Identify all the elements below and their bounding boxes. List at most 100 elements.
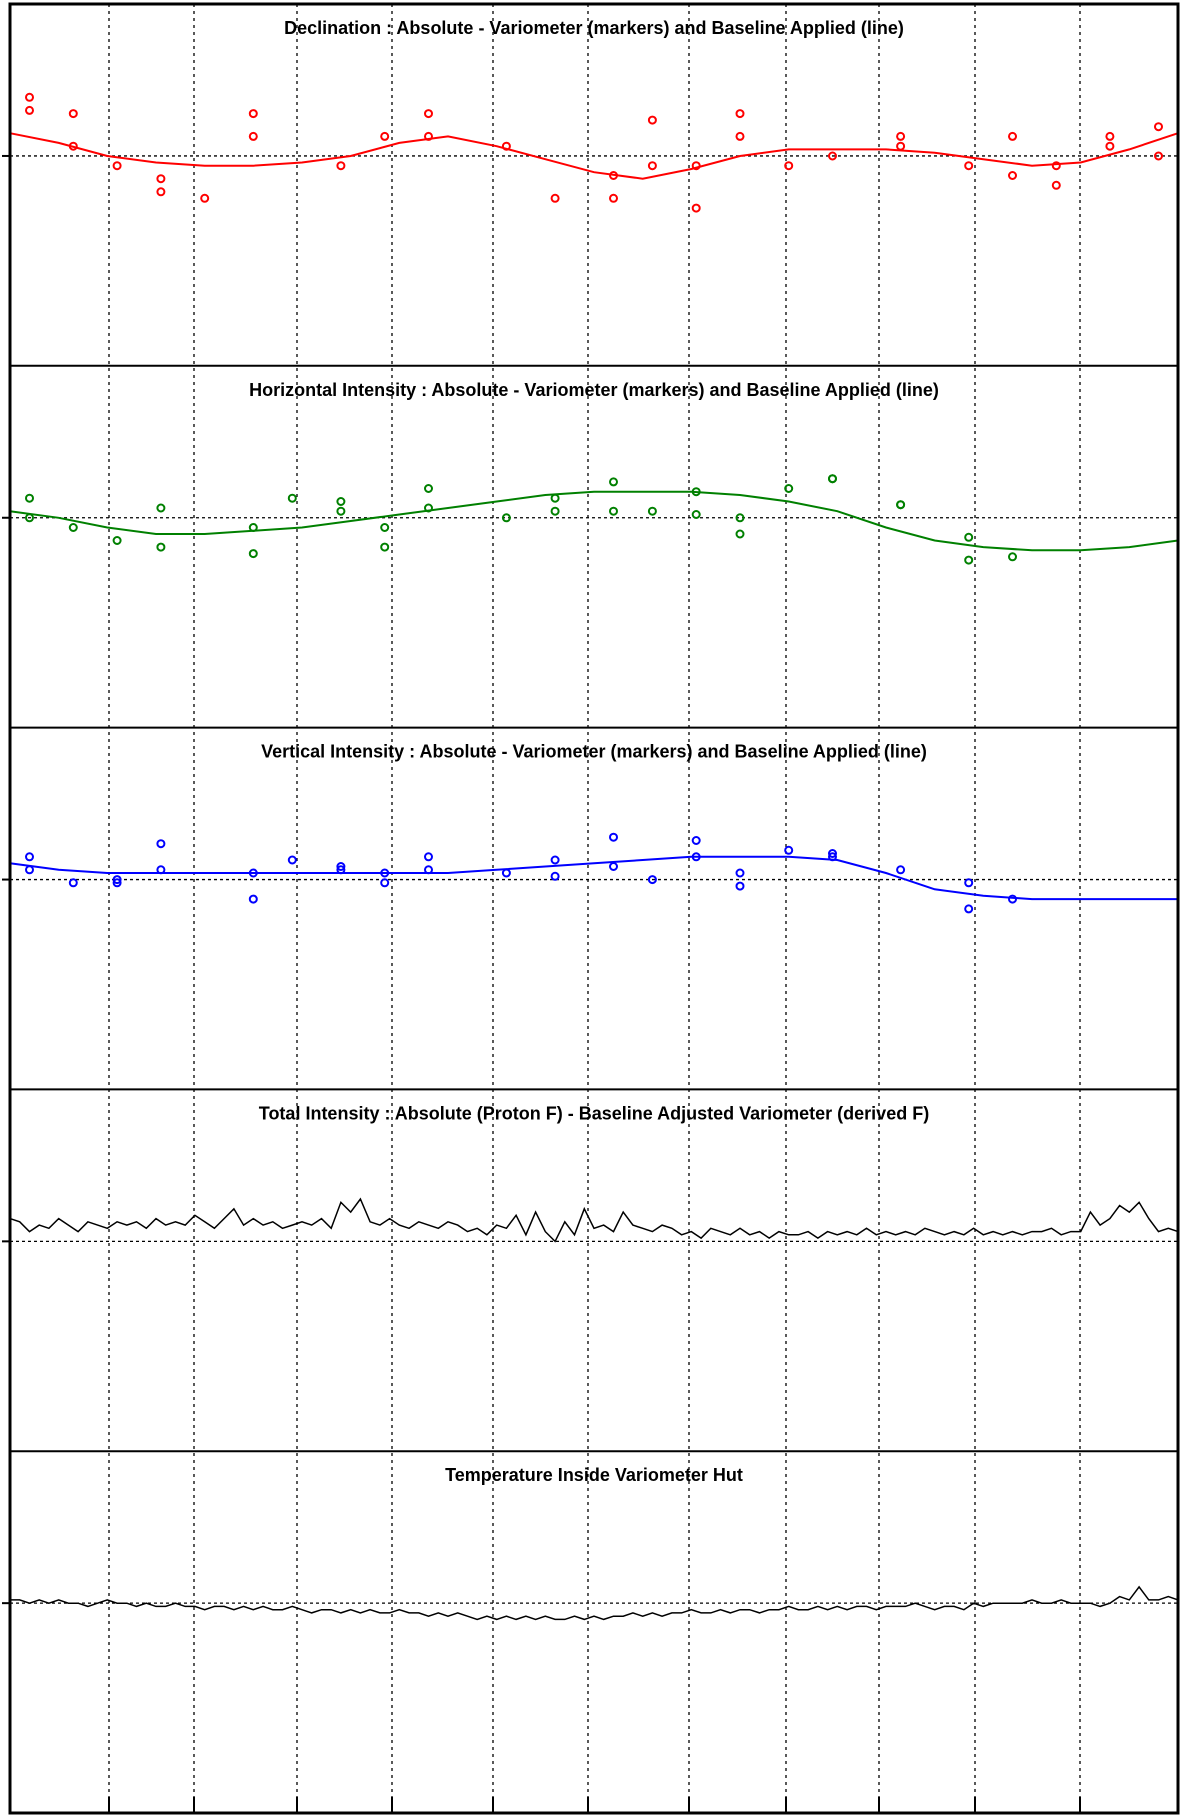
marker-point-16	[550, 193, 560, 203]
marker-point-31	[964, 532, 974, 542]
chart-panel-2: Horizontal Intensity : Absolute - Variom…	[2, 364, 1179, 565]
baseline-line	[9, 490, 1179, 552]
marker-point-20	[609, 832, 618, 842]
marker-point-14	[424, 484, 433, 493]
marker-point-6	[156, 839, 166, 849]
marker-point-32	[1051, 161, 1061, 171]
plot-border	[8, 2, 1180, 1815]
marker-point-2	[25, 865, 34, 875]
chart-panel-4: Total Intensity : Absolute (Proton F) - …	[2, 1088, 1179, 1243]
marker-point-8	[248, 549, 258, 559]
marker-point-32	[964, 904, 974, 914]
marker-point-18	[550, 506, 560, 516]
vertical-gridlines	[108, 4, 1081, 1813]
baseline-line	[9, 855, 1178, 901]
marker-point-13	[380, 868, 390, 878]
marker-point-17	[501, 868, 511, 878]
chart-panel-3: Vertical Intensity : Absolute - Variomet…	[2, 726, 1178, 914]
marker-point-7	[156, 187, 166, 197]
marker-point-10	[336, 497, 346, 506]
marker-point-22	[691, 487, 701, 497]
marker-point-22	[691, 203, 701, 213]
chart-panel-1: Declination : Absolute - Variometer (mar…	[2, 18, 1179, 213]
marker-point-23	[691, 836, 701, 845]
marker-point-33	[1008, 894, 1017, 904]
chart-title: Temperature Inside Variometer Hut	[445, 1465, 743, 1485]
marker-point-4	[112, 875, 122, 885]
marker-point-20	[609, 506, 618, 516]
marker-point-28	[828, 474, 837, 484]
marker-point-31	[1008, 171, 1017, 180]
marker-point-24	[691, 852, 701, 862]
marker-point-5	[112, 161, 122, 171]
marker-point-14	[380, 878, 390, 888]
marker-point-33	[1051, 180, 1061, 190]
marker-point-16	[501, 513, 511, 523]
marker-point-35	[1105, 141, 1115, 151]
plot-frame	[8, 2, 1180, 1815]
marker-point-27	[784, 845, 794, 855]
marker-point-19	[609, 477, 618, 487]
marker-point-11	[336, 506, 346, 516]
marker-point-31	[964, 878, 974, 888]
marker-point-23	[735, 109, 745, 119]
series-line	[10, 1585, 1179, 1621]
baseline-line	[9, 132, 1179, 180]
chart-title: Vertical Intensity : Absolute - Variomet…	[261, 742, 927, 762]
marker-point-30	[1008, 131, 1017, 141]
marker-point-15	[424, 852, 433, 862]
marker-point-25	[784, 161, 794, 171]
chart-title: Total Intensity : Absolute (Proton F) - …	[259, 1103, 929, 1123]
marker-point-3	[68, 523, 78, 532]
marker-point-37	[1154, 151, 1163, 161]
series-line	[9, 1197, 1179, 1243]
marker-point-19	[647, 115, 657, 125]
marker-point-23	[691, 510, 701, 519]
marker-point-9	[287, 493, 297, 503]
marker-point-6	[156, 542, 166, 552]
marker-point-6	[156, 174, 166, 184]
marker-point-18	[609, 193, 618, 203]
marker-point-19	[550, 871, 560, 881]
marker-point-9	[248, 109, 258, 119]
marker-point-15	[501, 141, 511, 151]
marker-point-7	[156, 865, 166, 875]
marker-point-15	[424, 503, 433, 513]
marker-point-29	[828, 852, 837, 862]
marker-point-14	[424, 131, 433, 141]
marker-point-27	[896, 131, 906, 141]
marker-point-13	[424, 109, 433, 119]
marker-point-29	[964, 161, 974, 171]
marker-point-28	[828, 849, 837, 858]
marker-point-13	[380, 542, 390, 552]
marker-point-17	[550, 493, 560, 503]
marker-point-25	[735, 868, 745, 878]
marker-point-10	[248, 131, 258, 141]
marker-point-17	[609, 171, 618, 180]
marker-point-26	[828, 151, 837, 161]
marker-point-3	[68, 878, 78, 888]
marker-point-11	[336, 161, 346, 171]
marker-point-11	[336, 862, 346, 871]
marker-point-18	[550, 855, 560, 865]
marker-point-33	[1008, 552, 1017, 562]
marker-point-12	[380, 523, 390, 532]
marker-point-30	[896, 865, 906, 875]
marker-point-21	[609, 862, 618, 871]
marker-point-5	[156, 503, 166, 513]
marker-point-26	[735, 881, 745, 891]
marker-point-20	[647, 161, 657, 171]
marker-point-4	[112, 536, 122, 545]
marker-point-8	[248, 868, 258, 878]
marker-point-3	[68, 109, 78, 119]
chart-title: Horizontal Intensity : Absolute - Variom…	[249, 380, 939, 400]
marker-point-21	[647, 506, 657, 516]
marker-point-8	[200, 193, 210, 203]
marker-point-22	[647, 875, 657, 885]
marker-point-4	[68, 141, 78, 151]
marker-point-21	[691, 161, 701, 171]
marker-point-34	[1105, 131, 1115, 141]
marker-point-5	[112, 878, 122, 888]
marker-point-1	[25, 852, 34, 862]
marker-point-26	[784, 484, 794, 493]
